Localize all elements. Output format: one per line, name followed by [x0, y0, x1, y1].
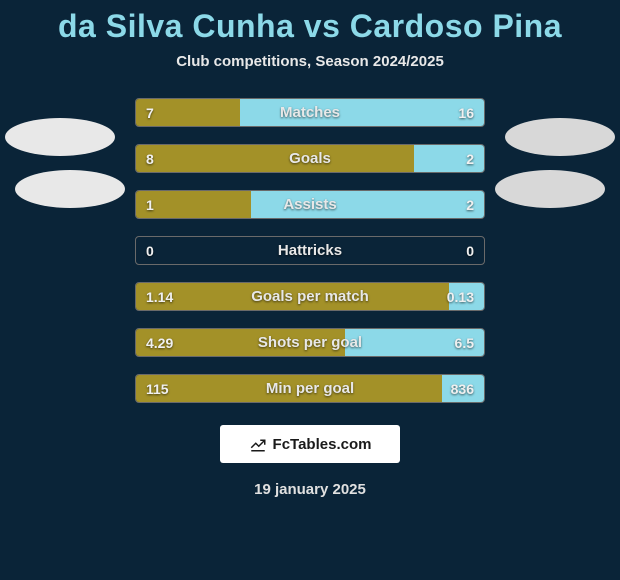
- value-right: 16: [458, 99, 474, 126]
- value-left: 115: [146, 375, 169, 402]
- value-left: 1.14: [146, 283, 173, 310]
- date-text: 19 january 2025: [0, 481, 620, 498]
- value-left: 8: [146, 145, 154, 172]
- value-right: 836: [451, 375, 474, 402]
- stat-row: 115836Min per goal: [135, 374, 485, 403]
- value-right: 0.13: [447, 283, 474, 310]
- player-avatar-left: [5, 118, 115, 156]
- bar-left: [136, 145, 414, 172]
- bar-right: [251, 191, 484, 218]
- stat-row: 716Matches: [135, 98, 485, 127]
- page-title: da Silva Cunha vs Cardoso Pina: [0, 0, 620, 45]
- player-avatar-right: [505, 118, 615, 156]
- player-avatar-right: [495, 170, 605, 208]
- value-left: 7: [146, 99, 154, 126]
- branding-badge: FcTables.com: [220, 425, 400, 463]
- value-right: 0: [466, 237, 474, 264]
- chart-icon: [249, 435, 267, 453]
- bar-left: [136, 375, 442, 402]
- stat-row: 82Goals: [135, 144, 485, 173]
- stat-row: 0 0Hattricks: [135, 236, 485, 265]
- stat-label: Hattricks: [136, 237, 484, 264]
- bar-left: [136, 283, 449, 310]
- value-left: 4.29: [146, 329, 173, 356]
- stat-row: 12Assists: [135, 190, 485, 219]
- value-right: 6.5: [455, 329, 474, 356]
- value-left: 0: [146, 237, 154, 264]
- stat-row: 4.296.5Shots per goal: [135, 328, 485, 357]
- player-avatar-left: [15, 170, 125, 208]
- value-left: 1: [146, 191, 154, 218]
- branding-text: FcTables.com: [273, 436, 372, 453]
- value-right: 2: [466, 191, 474, 218]
- stat-row: 1.140.13Goals per match: [135, 282, 485, 311]
- bar-right: [240, 99, 484, 126]
- value-right: 2: [466, 145, 474, 172]
- subtitle: Club competitions, Season 2024/2025: [0, 53, 620, 70]
